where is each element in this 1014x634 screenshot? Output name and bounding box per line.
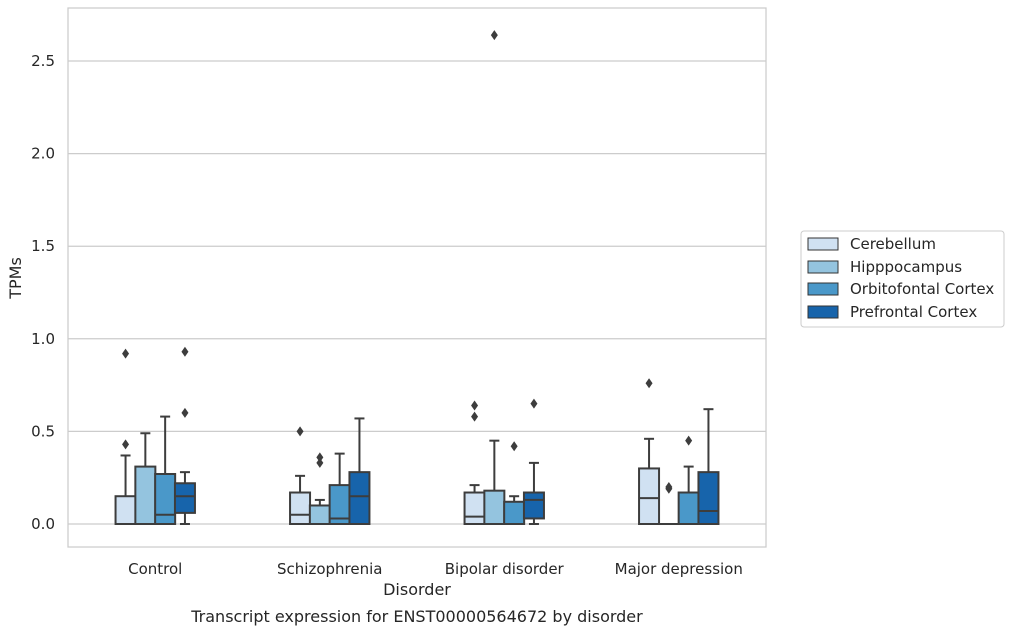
legend-swatch-orbitofontal-cortex: [807, 282, 839, 296]
plot-boxes: [114, 30, 720, 526]
y-tick-label: 1.0: [31, 330, 55, 348]
box-cerebellum-schizophrenia: [289, 426, 312, 525]
box-body: [638, 467, 661, 526]
legend-swatch-hipppocampus: [807, 260, 839, 274]
box-body: [173, 482, 196, 514]
y-tick-label: 1.5: [31, 237, 55, 255]
legend-label-hipppocampus: Hipppocampus: [850, 258, 962, 276]
box-hipppocampus-schizophrenia: [308, 452, 331, 526]
x-tick-label: Major depression: [615, 560, 743, 578]
outlier-point: [316, 452, 324, 463]
y-tick-label: 0.0: [31, 515, 55, 533]
outlier-point: [181, 346, 189, 357]
box-orbitofontal-cortex-control: [154, 415, 177, 526]
x-tick-labels: Control Schizophrenia Bipolar disorder Majo…: [128, 560, 743, 578]
box-body: [114, 495, 137, 526]
box-body: [483, 489, 506, 525]
legend-swatch-prefrontal-cortex: [807, 305, 839, 319]
box-orbitofontal-cortex-major-depression: [677, 435, 700, 525]
legend-label-cerebellum: Cerebellum: [850, 235, 936, 253]
y-tick-labels: 0.0 0.5 1.0 1.5 2.0 2.5: [31, 52, 55, 533]
box-cerebellum-major-depression: [638, 378, 661, 526]
box-orbitofontal-cortex-bipolar-disorder: [503, 441, 526, 525]
box-cerebellum-bipolar-disorder: [463, 400, 486, 525]
outlier-point: [122, 439, 130, 450]
legend-swatch-cerebellum: [807, 237, 839, 251]
outlier-point: [181, 407, 189, 418]
outlier-point: [665, 481, 673, 492]
plot-frame: [67, 7, 767, 548]
box-cerebellum-control: [114, 348, 137, 526]
box-body: [348, 471, 371, 526]
outlier-point: [685, 435, 693, 446]
x-tick-label: Control: [128, 560, 182, 578]
legend-label-orbitofontal-cortex: Orbitofontal Cortex: [850, 280, 994, 298]
box-prefrontal-cortex-control: [173, 346, 196, 525]
outlier-point: [122, 348, 130, 359]
box-body: [308, 504, 331, 526]
outlier-point: [316, 457, 324, 468]
legend-label-prefrontal-cortex: Prefrontal Cortex: [850, 303, 977, 321]
y-tick-label: 2.5: [31, 52, 55, 70]
box-body: [503, 500, 526, 525]
outlier-point: [296, 426, 304, 437]
box-body: [463, 491, 486, 525]
chart-title: Transcript expression for ENST0000056467…: [190, 607, 643, 626]
x-tick-label: Schizophrenia: [277, 560, 382, 578]
box-body: [697, 471, 720, 526]
box-body: [134, 465, 157, 526]
outlier-point: [530, 398, 538, 409]
box-body: [289, 491, 312, 525]
outlier-point: [471, 400, 479, 411]
box-body: [522, 491, 545, 520]
box-prefrontal-cortex-bipolar-disorder: [522, 398, 545, 525]
x-axis-title: Disorder: [383, 580, 451, 599]
box-prefrontal-cortex-major-depression: [697, 408, 720, 526]
box-hipppocampus-bipolar-disorder: [483, 30, 506, 525]
box-prefrontal-cortex-schizophrenia: [348, 417, 371, 526]
box-body: [154, 472, 177, 526]
outlier-point: [645, 378, 653, 389]
outlier-point: [510, 441, 518, 452]
y-tick-label: 0.5: [31, 422, 55, 440]
x-tick-label: Bipolar disorder: [445, 560, 565, 578]
box-body: [677, 491, 700, 525]
legend-frame: [800, 230, 1005, 328]
outlier-point: [490, 30, 498, 41]
y-axis-title: TPMs: [6, 257, 25, 300]
outlier-point: [471, 411, 479, 422]
legend: Cerebellum Hipppocampus Orbitofontal Cor…: [800, 230, 1005, 328]
y-tick-label: 2.0: [31, 145, 55, 163]
